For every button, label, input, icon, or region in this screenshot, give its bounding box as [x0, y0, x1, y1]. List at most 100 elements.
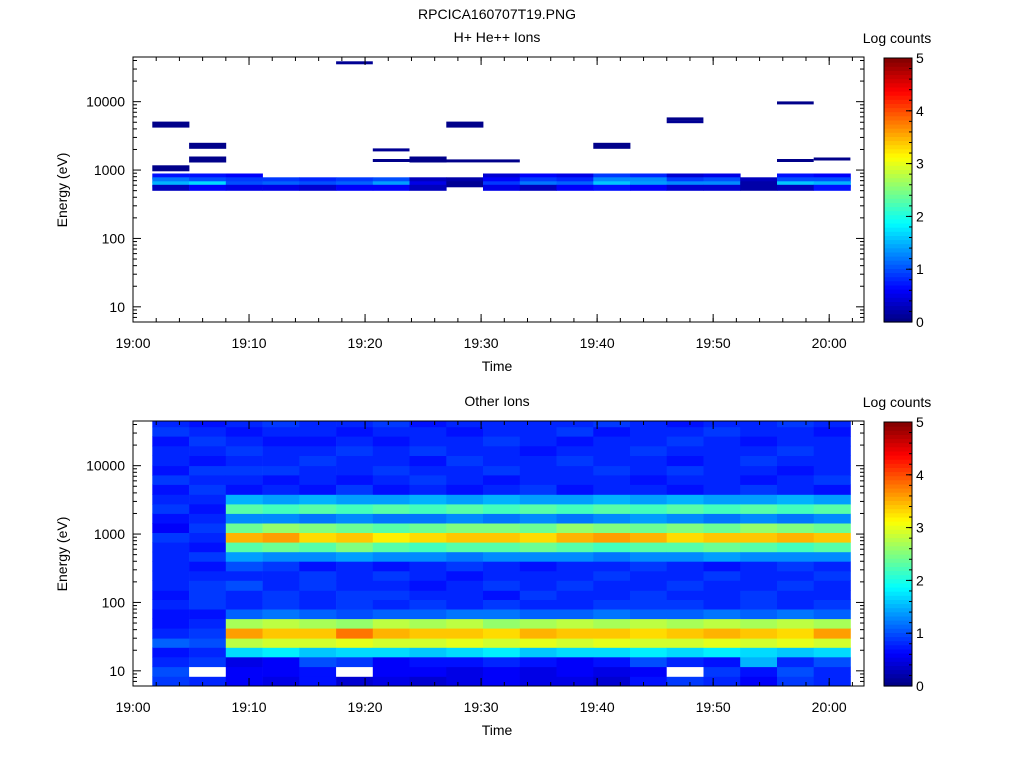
- heatmap-cell: [740, 618, 778, 629]
- heatmap-cell: [519, 551, 557, 562]
- heatmap-cell: [336, 465, 374, 476]
- heatmap-cell: [189, 494, 227, 505]
- heatmap-cell: [372, 618, 410, 629]
- heatmap-cell: [519, 475, 557, 485]
- heatmap-cell: [336, 628, 374, 639]
- heatmap-cell: [446, 445, 484, 456]
- heatmap-cell: [409, 523, 447, 533]
- heatmap-cell: [666, 504, 704, 514]
- heatmap-cell: [446, 177, 484, 184]
- heatmap-cell: [336, 426, 374, 437]
- colorbar-swatch: [884, 525, 912, 530]
- heatmap-cell: [593, 542, 631, 553]
- heatmap-cell: [152, 177, 190, 184]
- heatmap-cell: [189, 504, 227, 514]
- heatmap-line: [666, 120, 704, 124]
- colorbar-tick-label: 2: [916, 572, 924, 588]
- heatmap-cell: [666, 628, 704, 639]
- heatmap-cell: [483, 666, 521, 677]
- heatmap-cell: [740, 436, 778, 447]
- heatmap-cell: [372, 599, 410, 610]
- heatmap-cell: [262, 484, 300, 495]
- colorbar-swatch: [884, 173, 912, 179]
- colorbar-swatch: [884, 185, 912, 191]
- heatmap-cell: [593, 666, 631, 677]
- heatmap-cell: [666, 173, 704, 180]
- heatmap-cell: [813, 465, 851, 476]
- colorbar-swatch: [884, 119, 912, 125]
- heatmap-cell: [666, 647, 704, 658]
- heatmap-cell: [336, 590, 374, 600]
- heatmap-cell: [152, 609, 190, 620]
- colorbar-swatch: [884, 95, 912, 100]
- heatmap-cell: [336, 421, 374, 428]
- colorbar-swatch: [884, 169, 912, 175]
- heatmap-cell: [630, 484, 668, 495]
- heatmap-cell: [519, 656, 557, 668]
- colorbar-swatch: [884, 459, 912, 464]
- heatmap-cell: [483, 551, 521, 562]
- heatmap-cell: [372, 647, 410, 658]
- heatmap-cell: [593, 184, 631, 191]
- y-tick-label: 10000: [86, 458, 125, 474]
- heatmap-cell: [666, 638, 704, 648]
- x-tick-label: 19:30: [464, 699, 499, 715]
- heatmap-cell: [262, 551, 300, 562]
- heatmap-cell: [630, 532, 668, 543]
- heatmap-cell: [336, 177, 374, 184]
- heatmap-cell: [336, 551, 374, 562]
- axes: 19:00 19:10 19:20 19:30 19:40 19:50 20:00 10 100…: [86, 420, 865, 715]
- heatmap-cell: [225, 638, 263, 648]
- heatmap-cell: [372, 628, 410, 639]
- heatmap-cell: [666, 494, 704, 505]
- heatmap-cell: [593, 173, 631, 180]
- colorbar-swatch: [884, 615, 912, 621]
- colorbar: 0 1 2 3 4 5: [883, 414, 924, 694]
- heatmap-cell: [777, 570, 815, 581]
- heatmap-area: [152, 61, 851, 191]
- heatmap-cell: [262, 638, 300, 648]
- heatmap-cell: [372, 184, 410, 191]
- heatmap-cell: [225, 484, 263, 495]
- heatmap-cell: [372, 551, 410, 562]
- heatmap-cell: [299, 628, 337, 639]
- heatmap-cell: [152, 445, 190, 456]
- heatmap-cell: [446, 494, 484, 505]
- heatmap-cell: [593, 475, 631, 485]
- heatmap-cell: [409, 599, 447, 610]
- heatmap-cell: [225, 494, 263, 505]
- heatmap-cell: [740, 551, 778, 562]
- heatmap-cell: [152, 628, 190, 639]
- colorbar-swatch: [884, 653, 912, 658]
- heatmap-cell: [299, 475, 337, 485]
- heatmap-cell: [409, 177, 447, 184]
- heatmap-cell: [740, 676, 778, 687]
- colorbar-swatch: [884, 66, 912, 71]
- heatmap-cell: [262, 181, 300, 188]
- heatmap-cell: [483, 561, 521, 572]
- x-tick-label: 19:40: [580, 699, 615, 715]
- heatmap-cell: [630, 609, 668, 620]
- colorbar-swatch: [884, 62, 912, 67]
- y-tick-label: 1000: [94, 526, 125, 542]
- heatmap-cell: [299, 561, 337, 572]
- heatmap-cell: [556, 173, 594, 180]
- heatmap-cell: [189, 532, 227, 543]
- heatmap-cell: [299, 551, 337, 562]
- heatmap-cell: [813, 455, 851, 467]
- heatmap-cell: [666, 580, 704, 591]
- heatmap-cell: [483, 618, 521, 629]
- y-tick-label: 100: [102, 594, 126, 610]
- heatmap-cell: [630, 436, 668, 447]
- heatmap-cell: [813, 628, 851, 639]
- colorbar-swatch: [884, 599, 912, 605]
- heatmap-cell: [777, 580, 815, 591]
- colorbar-swatch: [884, 533, 912, 539]
- heatmap-cell: [299, 445, 337, 456]
- colorbar-swatch: [884, 247, 912, 253]
- heatmap-cell: [666, 666, 704, 677]
- colorbar-swatch: [884, 152, 912, 158]
- heatmap-cell: [372, 494, 410, 505]
- heatmap-cell: [593, 551, 631, 562]
